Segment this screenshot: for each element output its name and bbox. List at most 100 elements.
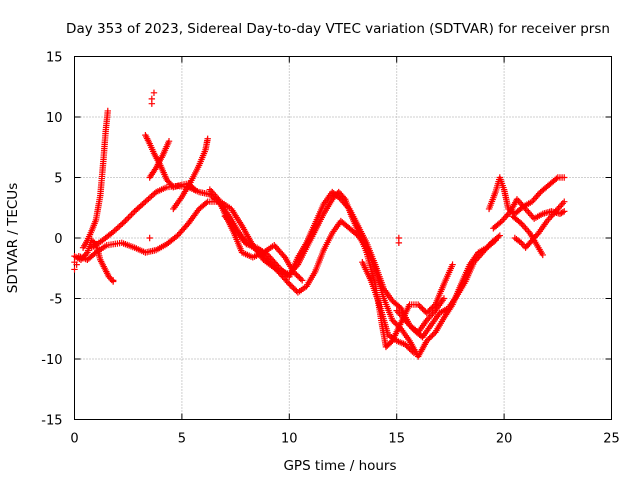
data-point	[546, 214, 554, 222]
data-point	[427, 305, 435, 312]
data-point	[389, 317, 396, 324]
data-point	[417, 304, 425, 311]
data-point	[533, 193, 540, 201]
data-point	[403, 342, 410, 350]
series-track-2	[79, 107, 111, 251]
data-point	[531, 195, 539, 202]
data-point	[553, 175, 560, 182]
data-point	[129, 209, 137, 217]
data-point	[287, 282, 294, 289]
data-point	[516, 219, 524, 226]
data-point	[449, 261, 456, 268]
data-point	[203, 199, 210, 207]
data-point	[561, 198, 568, 205]
series-track-14	[511, 198, 568, 251]
data-point	[395, 239, 403, 247]
data-point	[414, 301, 422, 308]
data-point	[148, 100, 156, 107]
data-point	[561, 174, 568, 181]
series-track-9	[221, 188, 448, 336]
data-point	[274, 262, 281, 269]
data-point	[526, 210, 534, 217]
data-point	[561, 208, 568, 215]
data-point	[558, 201, 565, 209]
data-point	[559, 208, 567, 216]
series-track-7	[170, 135, 211, 213]
data-point	[495, 233, 502, 240]
x-tick-label: 20	[496, 432, 513, 447]
data-point	[290, 285, 297, 292]
data-point	[91, 250, 98, 257]
y-tick-label: 10	[46, 111, 63, 126]
series-track-10	[359, 259, 418, 357]
y-tick-label: -5	[50, 293, 63, 308]
x-tick-label: 10	[281, 432, 298, 447]
y-tick-label: 5	[54, 172, 62, 187]
data-point	[429, 332, 436, 339]
data-point	[280, 252, 287, 260]
data-point	[425, 336, 432, 343]
data-point	[298, 277, 306, 284]
series-track-6	[146, 138, 173, 181]
y-tick-label: 15	[46, 51, 63, 66]
data-point	[191, 186, 198, 193]
data-point	[336, 194, 343, 202]
data-point	[165, 138, 173, 145]
data-point	[122, 217, 129, 224]
data-point	[556, 203, 564, 210]
data-point	[522, 225, 529, 232]
data-point	[423, 337, 430, 345]
data-point	[71, 259, 78, 266]
data-point	[109, 277, 117, 284]
y-tick-label: -15	[41, 414, 62, 429]
chart-title: Day 353 of 2023, Sidereal Day-to-day VTE…	[66, 21, 610, 37]
data-point	[126, 212, 134, 220]
data-point	[286, 280, 293, 288]
data-point	[423, 309, 430, 317]
data-point	[559, 200, 567, 207]
data-point	[520, 223, 528, 230]
data-point	[420, 306, 428, 314]
data-point	[297, 275, 304, 283]
data-point	[425, 308, 432, 315]
x-tick-label: 5	[178, 432, 186, 447]
data-point	[293, 271, 300, 278]
data-point	[430, 330, 438, 337]
series-outliers	[71, 89, 403, 284]
y-tick-label: 0	[54, 232, 62, 247]
data-point	[393, 321, 400, 328]
tick-labels: 0 5 10 15 20 25 -15 -10 -5 0 5 10 15	[41, 51, 620, 447]
data-point	[294, 272, 302, 280]
grid-lines	[74, 56, 612, 420]
x-axis-label: GPS time / hours	[283, 458, 396, 474]
data-point	[497, 219, 504, 226]
data-point	[128, 211, 135, 218]
series-track-11	[393, 232, 504, 341]
data-point	[71, 266, 78, 273]
data-point	[291, 286, 299, 293]
data-point	[427, 333, 435, 340]
series-track-13	[490, 196, 568, 232]
data-point	[410, 349, 418, 357]
data-point	[426, 306, 433, 314]
data-point	[503, 213, 510, 220]
data-point	[146, 234, 153, 242]
data-point	[440, 295, 448, 302]
data-point	[416, 302, 423, 310]
data-point	[419, 305, 426, 312]
data-point	[501, 214, 509, 222]
data-point	[426, 313, 433, 321]
plot-frame	[74, 56, 612, 420]
data-point	[539, 251, 546, 259]
data-point	[404, 344, 412, 351]
data-point	[296, 274, 303, 281]
data-point	[496, 232, 504, 239]
data-point	[123, 215, 131, 223]
data-point	[284, 279, 292, 286]
data-point	[409, 348, 416, 355]
data-points	[71, 89, 568, 360]
data-point	[525, 208, 532, 216]
data-point	[407, 346, 415, 354]
series-track-15	[509, 213, 546, 259]
